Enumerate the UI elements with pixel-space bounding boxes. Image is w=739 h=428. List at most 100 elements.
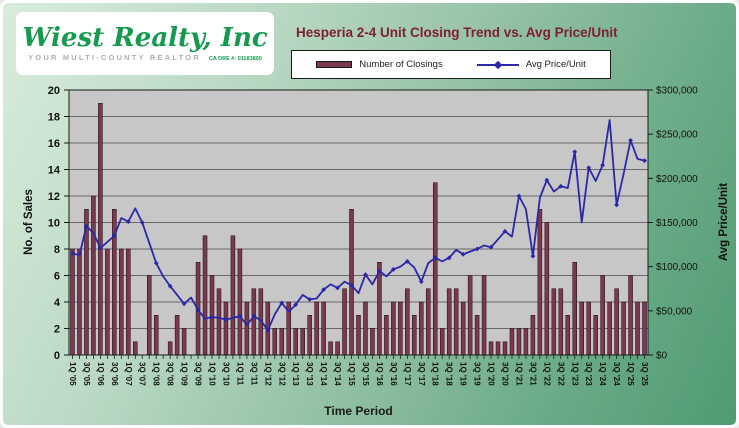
svg-text:$150,000: $150,000	[656, 218, 698, 229]
closings-bar	[126, 248, 131, 356]
price-marker	[363, 272, 368, 278]
legend-entry-price: Avg Price/Unit	[476, 59, 586, 70]
closings-bar	[488, 341, 494, 356]
price-marker	[195, 307, 201, 313]
closings-bar	[230, 235, 236, 356]
svg-text:3Q '25: 3Q '25	[640, 362, 649, 386]
closings-bar	[181, 328, 187, 356]
price-marker	[488, 244, 494, 250]
svg-text:1Q '18: 1Q '18	[431, 362, 440, 386]
svg-text:1Q '19: 1Q '19	[459, 362, 468, 386]
closings-bar	[572, 262, 578, 356]
closings-bar	[439, 328, 445, 356]
svg-text:1Q '14: 1Q '14	[319, 362, 328, 386]
svg-text:3Q '11: 3Q '11	[249, 362, 258, 386]
closings-bar	[635, 301, 640, 356]
svg-text:3Q '05: 3Q '05	[82, 362, 91, 386]
svg-text:3Q '12: 3Q '12	[277, 362, 286, 386]
price-marker	[404, 258, 410, 264]
closings-bar	[244, 301, 250, 356]
closings-bar	[516, 328, 522, 356]
closings-bar	[293, 328, 298, 356]
svg-text:2: 2	[54, 324, 60, 336]
svg-text:3Q '16: 3Q '16	[389, 362, 398, 386]
price-marker	[614, 202, 620, 208]
price-marker	[70, 251, 75, 256]
closings-bar	[384, 315, 389, 356]
svg-text:14: 14	[48, 165, 61, 177]
price-marker	[558, 183, 564, 189]
price-marker	[181, 301, 187, 307]
closings-bar	[593, 315, 598, 356]
svg-text:3Q '08: 3Q '08	[166, 362, 175, 386]
price-marker	[209, 314, 215, 320]
price-marker	[111, 233, 117, 239]
closings-bar	[272, 328, 278, 356]
closings-bar	[216, 288, 222, 356]
closings-bar	[133, 341, 138, 356]
closings-bar	[558, 288, 564, 356]
closings-bar	[349, 209, 354, 356]
closings-bar	[579, 301, 584, 356]
closings-bar	[419, 301, 424, 356]
price-marker	[586, 165, 592, 171]
svg-text:1Q '06: 1Q '06	[96, 362, 105, 386]
svg-text:16: 16	[48, 138, 60, 150]
svg-text:3Q '23: 3Q '23	[584, 362, 593, 386]
closings-bar	[391, 301, 396, 356]
closings-bar	[251, 288, 257, 356]
closings-bar	[223, 301, 229, 356]
closings-bar	[70, 248, 75, 356]
closings-bar	[300, 328, 305, 356]
closings-bar	[474, 315, 480, 356]
price-marker	[628, 137, 633, 143]
closings-bar	[530, 315, 536, 356]
closings-bar	[544, 222, 550, 356]
svg-text:3Q '14: 3Q '14	[333, 362, 342, 386]
price-marker	[265, 327, 271, 333]
closings-bar	[523, 328, 529, 356]
svg-text:3Q '15: 3Q '15	[361, 362, 370, 386]
closings-bar	[321, 301, 326, 356]
svg-text:3Q '20: 3Q '20	[500, 362, 509, 386]
closings-bar	[98, 103, 103, 356]
svg-text:1Q '10: 1Q '10	[208, 362, 217, 386]
closings-bar	[342, 288, 347, 356]
closings-bar	[146, 275, 152, 356]
price-marker	[600, 162, 606, 168]
closings-bar	[307, 315, 312, 356]
logo-subline: YOUR MULTI-COUNTY REALTOR CA DRE #: 0118…	[28, 53, 262, 62]
svg-text:3Q '18: 3Q '18	[445, 362, 454, 386]
closings-bar	[370, 328, 375, 356]
price-marker	[544, 177, 550, 183]
legend-label-closings: Number of Closings	[359, 59, 443, 70]
price-marker	[530, 253, 536, 259]
closings-bar	[202, 235, 208, 356]
svg-text:1Q '07: 1Q '07	[124, 362, 133, 386]
svg-text:$300,000: $300,000	[656, 86, 698, 97]
closings-bar	[356, 315, 361, 356]
closings-bar	[412, 315, 417, 356]
svg-text:3Q '07: 3Q '07	[138, 362, 147, 386]
svg-text:$50,000: $50,000	[656, 306, 693, 317]
svg-text:3Q '24: 3Q '24	[612, 362, 621, 386]
closings-bar	[481, 275, 487, 356]
price-marker	[446, 255, 452, 261]
svg-text:3Q '22: 3Q '22	[556, 362, 565, 386]
svg-text:1Q '24: 1Q '24	[598, 362, 607, 386]
price-marker	[307, 296, 313, 302]
closings-bar	[621, 301, 626, 356]
avg-price-line	[72, 119, 645, 332]
closings-bar	[174, 315, 180, 356]
price-marker	[84, 223, 89, 229]
svg-text:1Q '05: 1Q '05	[68, 362, 77, 386]
closings-bar	[551, 288, 557, 356]
closings-bar	[335, 341, 340, 356]
closings-bar	[398, 301, 403, 356]
closings-bar	[426, 288, 431, 356]
svg-text:3Q '09: 3Q '09	[194, 362, 203, 386]
price-marker	[418, 279, 424, 285]
svg-text:1Q '08: 1Q '08	[152, 362, 161, 386]
svg-text:3Q '10: 3Q '10	[221, 362, 230, 386]
svg-text:Avg Price/Unit: Avg Price/Unit	[718, 183, 730, 261]
